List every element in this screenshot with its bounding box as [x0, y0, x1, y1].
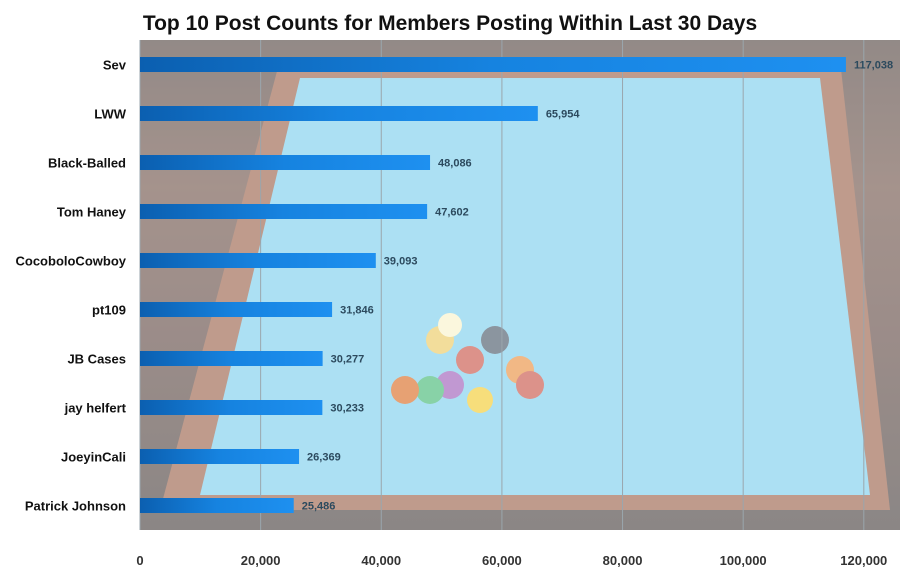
data-label: 26,369 [307, 452, 341, 464]
data-label: 30,233 [330, 403, 364, 415]
pool-table-image [160, 60, 890, 510]
bar [140, 498, 294, 513]
data-label: 48,086 [438, 158, 472, 170]
data-label: 65,954 [546, 109, 581, 121]
x-tick-label: 100,000 [720, 553, 767, 568]
bar [140, 155, 431, 170]
bar [140, 57, 846, 72]
category-label: JoeyinCali [61, 450, 126, 465]
data-label: 30,277 [331, 354, 365, 366]
x-tick-label: 120,000 [840, 553, 887, 568]
data-label: 39,093 [384, 256, 418, 268]
category-label: Black-Balled [48, 156, 126, 171]
x-tick-label: 20,000 [241, 553, 281, 568]
category-label: pt109 [92, 303, 126, 318]
bar [140, 253, 376, 268]
category-label: Sev [103, 58, 127, 73]
x-tick-label: 60,000 [482, 553, 522, 568]
bar [140, 400, 323, 415]
category-label: CocoboloCowboy [16, 254, 127, 269]
bar [140, 351, 323, 366]
x-tick-label: 80,000 [603, 553, 643, 568]
data-label: 47,602 [435, 207, 469, 219]
x-tick-label: 0 [136, 553, 143, 568]
plot-background-image [140, 40, 900, 530]
data-label: 25,486 [302, 501, 336, 513]
category-label: Tom Haney [57, 205, 127, 220]
category-label: Patrick Johnson [25, 499, 126, 514]
bar [140, 302, 333, 317]
data-label: 117,038 [854, 60, 893, 72]
bar [140, 449, 300, 464]
category-label: jay helfert [64, 401, 127, 416]
bar [140, 204, 428, 219]
category-label: LWW [94, 107, 126, 122]
bar [140, 106, 538, 121]
chart-title: Top 10 Post Counts for Members Posting W… [142, 12, 758, 35]
data-label: 31,846 [340, 305, 374, 317]
category-label: JB Cases [67, 352, 126, 367]
x-tick-label: 40,000 [361, 553, 401, 568]
